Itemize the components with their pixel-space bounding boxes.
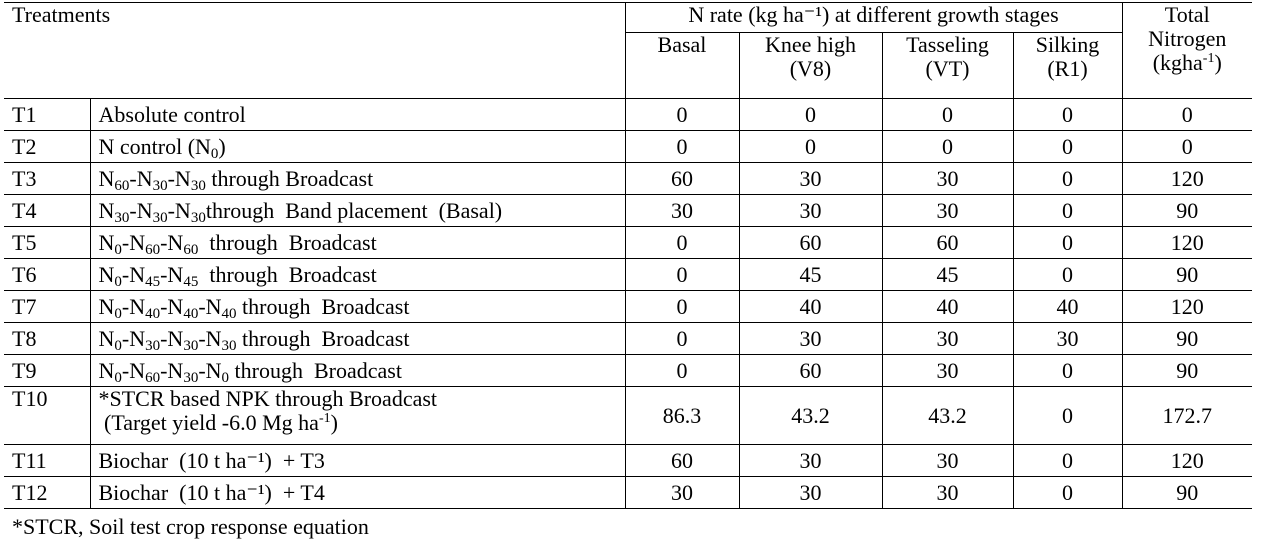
header-treatments: Treatments (4, 2, 626, 99)
table-row: T11 Biochar (10 t ha⁻¹) + T3 60 30 30 0 … (4, 444, 1252, 477)
treatment-desc: Biochar (10 t ha⁻¹) + T3 (90, 444, 626, 477)
treatment-desc: N0-N40-N40-N40 through Broadcast (90, 290, 626, 323)
table-row: T9 N0-N60-N30-N0 through Broadcast 0 60 … (4, 354, 1252, 387)
header-basal: Basal (625, 32, 740, 99)
treatment-id: T10 (4, 386, 91, 445)
table-row: T10 *STCR based NPK through Broadcast (T… (4, 386, 1252, 445)
table-row: T1 Absolute control 0 0 0 0 0 (4, 98, 1252, 131)
treatment-desc: N control (N0) (90, 130, 626, 163)
treatment-id: T3 (4, 162, 91, 195)
table-row: T7 N0-N40-N40-N40 through Broadcast 0 40… (4, 290, 1252, 323)
table-row: T12 Biochar (10 t ha⁻¹) + T4 30 30 30 0 … (4, 476, 1252, 509)
treatment-id: T11 (4, 444, 91, 477)
treatment-id: T9 (4, 354, 91, 387)
header-tasseling: Tasseling (VT) (882, 32, 1014, 99)
treatment-id: T2 (4, 130, 91, 163)
treatment-desc: N0-N60-N30-N0 through Broadcast (90, 354, 626, 387)
treatment-desc: N0-N45-N45 through Broadcast (90, 258, 626, 291)
treatment-desc: N0-N60-N60 through Broadcast (90, 226, 626, 259)
header-total-nitrogen: Total Nitrogen (kgha-1) (1122, 2, 1252, 99)
table-footnote: *STCR, Soil test crop response equation (12, 514, 369, 539)
treatment-desc: N0-N30-N30-N30 through Broadcast (90, 322, 626, 355)
table-row: T4 N30-N30-N30through Band placement (Ba… (4, 194, 1252, 227)
treatment-desc: N30-N30-N30through Band placement (Basal… (90, 194, 626, 227)
table-row: T8 N0-N30-N30-N30 through Broadcast 0 30… (4, 322, 1252, 355)
header-n-rate: N rate (kg ha⁻¹) at different growth sta… (625, 2, 1123, 33)
header-silking: Silking (R1) (1013, 32, 1123, 99)
treatment-desc: Absolute control (90, 98, 626, 131)
treatment-desc: Biochar (10 t ha⁻¹) + T4 (90, 476, 626, 509)
treatment-desc: N60-N30-N30 through Broadcast (90, 162, 626, 195)
treatment-id: T1 (4, 98, 91, 131)
table-row: T6 N0-N45-N45 through Broadcast 0 45 45 … (4, 258, 1252, 291)
treatment-id: T8 (4, 322, 91, 355)
nitrogen-treatments-table: Treatments N rate (kg ha⁻¹) at different… (4, 2, 1252, 509)
header-knee-high: Knee high (V8) (739, 32, 883, 99)
treatment-id: T5 (4, 226, 91, 259)
table-row: T5 N0-N60-N60 through Broadcast 0 60 60 … (4, 226, 1252, 259)
table-row: T2 N control (N0) 0 0 0 0 0 (4, 130, 1252, 163)
treatment-desc: *STCR based NPK through Broadcast (Targe… (90, 386, 626, 445)
table-row: T3 N60-N30-N30 through Broadcast 60 30 3… (4, 162, 1252, 195)
treatment-id: T12 (4, 476, 91, 509)
treatment-id: T6 (4, 258, 91, 291)
treatment-id: T4 (4, 194, 91, 227)
treatment-id: T7 (4, 290, 91, 323)
